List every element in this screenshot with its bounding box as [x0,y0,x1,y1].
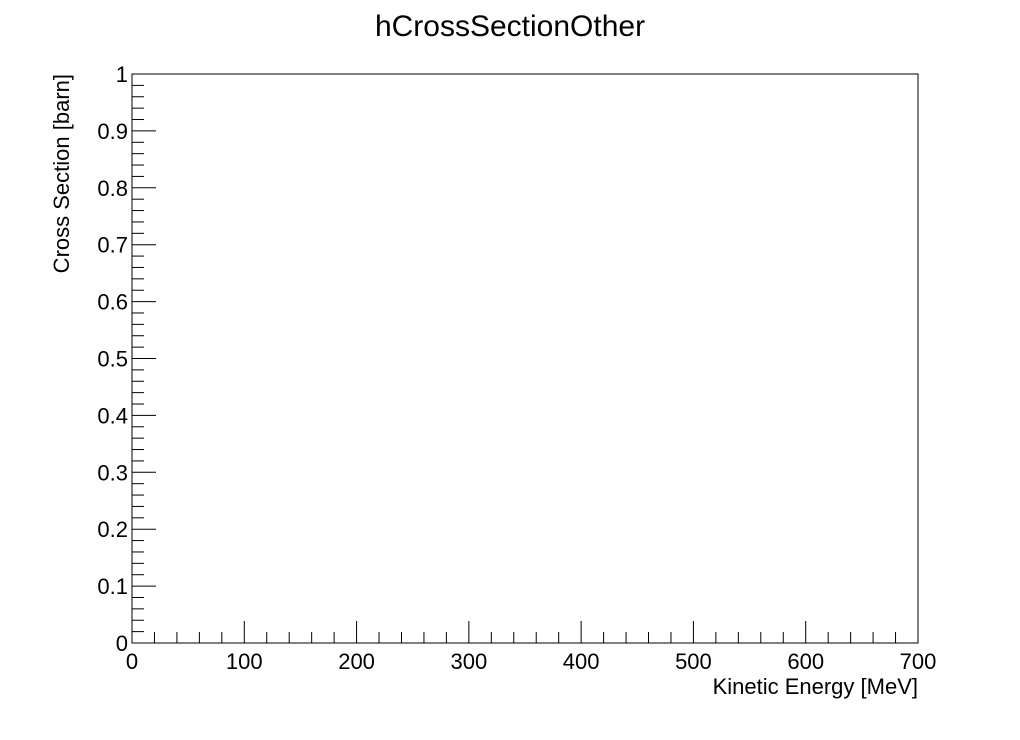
x-axis-label: Kinetic Energy [MeV] [713,674,918,699]
y-tick-label: 1 [116,62,128,87]
y-tick-label: 0.1 [97,574,128,599]
chart-title: hCrossSectionOther [375,10,645,43]
y-tick-label: 0.4 [97,403,128,428]
y-tick-label: 0.2 [97,517,128,542]
y-tick-label: 0.8 [97,176,128,201]
x-tick-label: 300 [450,649,487,674]
y-tick-label: 0.6 [97,290,128,315]
y-tick-label: 0.9 [97,119,128,144]
x-tick-label: 500 [675,649,712,674]
axis-ticks: 0 100 200 300 400 500 600 700 0 0.1 0.2 0.3 0.4 0.5 0.… [97,62,936,674]
y-tick-label: 0.3 [97,460,128,485]
y-axis-label: Cross Section [barn] [49,74,74,273]
x-tick-label: 0 [126,649,138,674]
y-tick-label: 0.5 [97,347,128,372]
x-tick-label: 200 [338,649,375,674]
x-tick-label: 600 [787,649,824,674]
x-tick-label: 100 [226,649,263,674]
x-tick-label: 700 [900,649,937,674]
y-tick-label: 0.7 [97,233,128,258]
x-tick-label: 400 [563,649,600,674]
y-tick-label: 0 [116,631,128,656]
